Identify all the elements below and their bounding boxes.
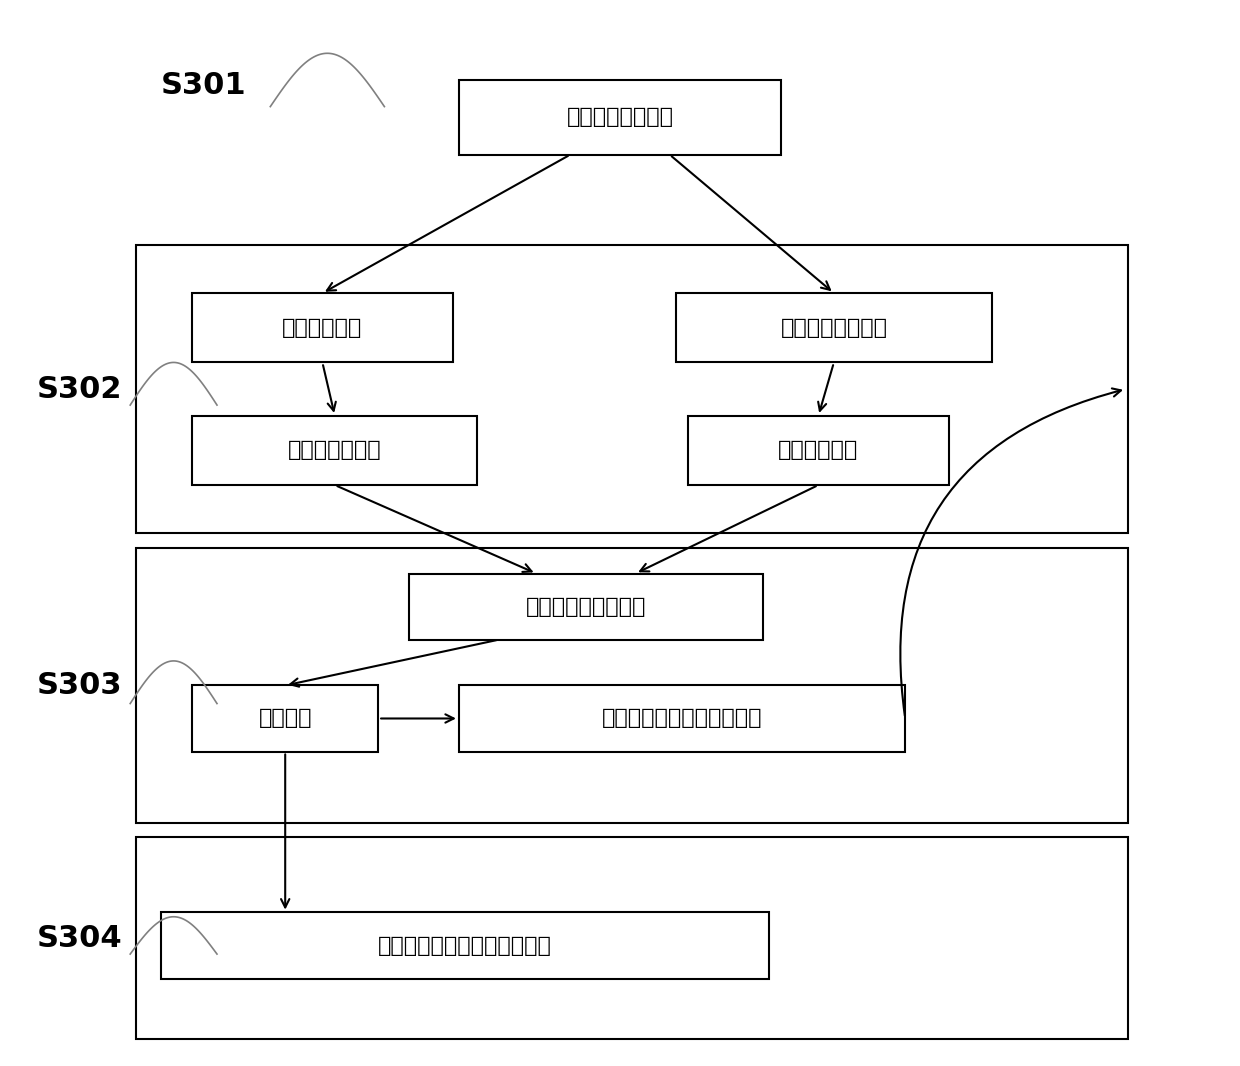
FancyBboxPatch shape [676,293,992,362]
FancyBboxPatch shape [459,685,905,752]
Text: 设备已发生故障: 设备已发生故障 [288,440,382,461]
FancyArrowPatch shape [900,388,1121,715]
Text: 值班人员实时监测: 值班人员实时监测 [567,108,673,127]
Text: S304: S304 [37,923,123,953]
FancyBboxPatch shape [409,574,763,640]
FancyBboxPatch shape [136,837,1128,1039]
Text: 设备实时监测: 设备实时监测 [283,318,362,338]
FancyBboxPatch shape [192,416,477,485]
Text: 现场消缺: 现场消缺 [258,709,312,728]
FancyBboxPatch shape [136,245,1128,533]
Text: 设备隐含故障: 设备隐含故障 [779,440,858,461]
Text: 发放工器具以及备品备件出库: 发放工器具以及备品备件出库 [378,936,552,955]
Text: 消缺单与联络单的处理反馈: 消缺单与联络单的处理反馈 [601,709,763,728]
FancyBboxPatch shape [688,416,949,485]
FancyBboxPatch shape [459,80,781,155]
Text: S301: S301 [161,70,247,100]
Text: 设备历史故障分析: 设备历史故障分析 [780,318,888,338]
Text: S303: S303 [37,671,123,700]
Text: 建立消缺单与联络单: 建立消缺单与联络单 [526,597,646,616]
FancyBboxPatch shape [161,912,769,979]
FancyBboxPatch shape [192,293,453,362]
FancyBboxPatch shape [192,685,378,752]
Text: S302: S302 [37,374,123,404]
FancyBboxPatch shape [136,548,1128,823]
